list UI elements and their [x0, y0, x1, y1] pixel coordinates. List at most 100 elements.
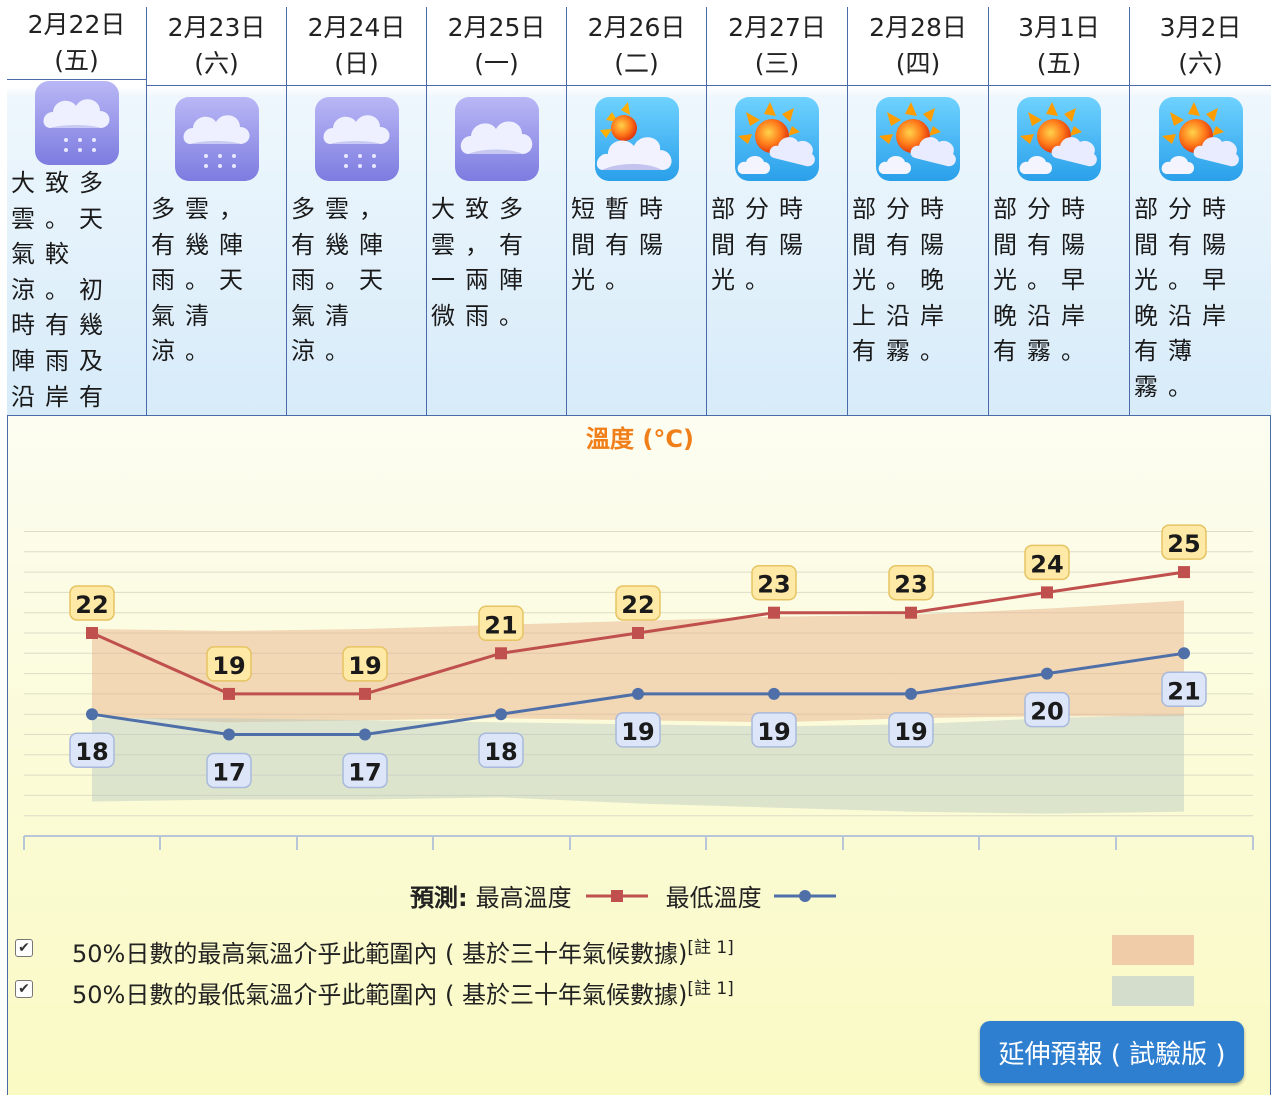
extended-forecast-label: 延伸預報 ( 試驗版 ) — [998, 1039, 1226, 1070]
max-temp-label: 19 — [348, 652, 381, 680]
temperature-lines — [86, 566, 1190, 741]
day-date: 2月25日 — [447, 13, 546, 42]
min-temp-label: 18 — [484, 738, 517, 766]
day-date-header: 2月23日 (六) — [147, 7, 286, 86]
legend-min-label: 最低溫度 — [665, 884, 762, 912]
day-date-header: 3月2日 (六) — [1130, 7, 1271, 86]
legend-min-marker — [773, 889, 836, 902]
day-date: 2月23日 — [167, 13, 266, 42]
min-temp-label-box — [751, 712, 797, 748]
min-temp-label: 19 — [757, 718, 790, 746]
max-range-note-link[interactable]: [註 1] — [687, 938, 734, 958]
min-temp-label-box — [1024, 691, 1070, 728]
min-temp-label: 18 — [75, 738, 108, 766]
day-date: 3月1日 — [1018, 13, 1100, 42]
min-temp-point — [1041, 667, 1053, 680]
max-temp-point — [905, 606, 917, 619]
day-column: 3月2日 (六) 部分時間有陽光。早晚沿岸有薄霧。 — [1130, 7, 1271, 415]
max-range-checkbox[interactable]: ✔ — [15, 939, 33, 957]
day-column: 2月27日 (三) 部分時間有陽光。 — [707, 7, 848, 415]
max-temp-point — [1041, 586, 1053, 599]
min-temp-point — [905, 687, 917, 700]
max-temp-point — [86, 627, 98, 639]
day-date-header: 3月1日 (五) — [989, 7, 1129, 86]
day-weekday: (日) — [334, 49, 379, 78]
max-range-text: 50%日數的最高氣溫介乎此範圍內 ( 基於三十年氣候數據)[註 1] — [72, 933, 734, 969]
day-weekday: (二) — [614, 49, 659, 78]
max-temp-label-box — [478, 605, 524, 642]
min-temp-label-box — [69, 732, 115, 768]
day-date: 2月26日 — [587, 13, 686, 42]
min-temp-point — [495, 708, 507, 721]
min-temp-label: 21 — [1167, 677, 1200, 705]
max-temp-label-box — [1024, 544, 1070, 581]
max-temp-point — [495, 647, 507, 660]
day-description: 多雲，有幾陣雨。天氣清涼。 — [291, 195, 393, 366]
min-temp-label-box — [1161, 671, 1207, 708]
max-temp-label-box — [888, 564, 934, 601]
day-date-header: 2月22日 (五) — [7, 7, 146, 80]
day-date: 2月28日 — [869, 13, 967, 42]
min-temp-label-box — [888, 712, 934, 748]
min-range-checkbox[interactable]: ✔ — [15, 980, 33, 998]
day-weekday: (六) — [194, 49, 239, 78]
legend-max-label: 最高溫度 — [475, 884, 572, 912]
max-temp-point — [223, 687, 235, 700]
day-description: 短暫時間有陽光。 — [571, 195, 673, 295]
day-date-header: 2月27日 (三) — [707, 7, 847, 86]
min-temp-label: 17 — [212, 759, 245, 787]
day-date-header: 2月25日 (一) — [427, 7, 566, 86]
day-weekday: (五) — [1036, 49, 1082, 78]
min-temp-point — [359, 728, 371, 741]
max-temp-point — [359, 687, 371, 700]
day-weekday: (六) — [1178, 49, 1223, 78]
day-columns: 2月22日(五) 大致多雲。天氣較涼。初時有幾陣雨及沿岸有霧。 2月23日(六)… — [7, 7, 1271, 446]
min-temp-label-box — [206, 752, 252, 789]
day-column: 2月28日 (四) 部分時間有陽光。晚上沿岸有霧。 — [848, 7, 989, 415]
min-range-note-link[interactable]: [註 1] — [687, 979, 734, 999]
min-temp-label: 19 — [621, 718, 654, 746]
day-description: 部分時間有陽光。早晚沿岸有霧。 — [993, 195, 1095, 366]
day-date-header: 2月24日 (日) — [287, 7, 426, 86]
max-temp-label-box — [615, 585, 661, 621]
max-range-label: 50%日數的最高氣溫介乎此範圍內 ( 基於三十年氣候數據) — [72, 940, 688, 968]
max-temp-label: 21 — [484, 611, 517, 639]
day-description: 大致多雲，有一兩陣微雨。 — [431, 195, 533, 330]
day-weekday: (五) — [54, 46, 99, 75]
day-date: 2月22日 — [27, 10, 126, 39]
chart-legend: 預測: 最高溫度 最低溫度 — [410, 878, 840, 913]
max-temp-label: 25 — [1167, 530, 1200, 558]
max-temp-label: 24 — [1030, 550, 1063, 578]
day-description: 部分時間有陽光。晚上沿岸有霧。 — [852, 195, 954, 366]
min-temp-label: 20 — [1030, 698, 1063, 726]
min-temp-point — [768, 687, 780, 700]
x-axis — [23, 835, 1254, 850]
min-temp-point — [223, 728, 235, 741]
day-column: 2月26日 (二) 短暫時間有陽光。 — [567, 7, 707, 415]
max-temp-label: 22 — [621, 591, 654, 619]
min-temp-label-box — [615, 712, 661, 748]
temperature-labels: 22 19 19 21 22 23 23 24 25 18 17 17 18 19 19 19 20 21 — [69, 524, 1207, 789]
day-weekday: (三) — [754, 49, 800, 78]
max-temp-label-box — [1161, 524, 1207, 560]
chart-title: 溫度 (°C) — [586, 425, 694, 453]
max-temp-label: 23 — [894, 571, 927, 599]
day-column: 3月1日 (五) 部分時間有陽光。早晚沿岸有霧。 — [989, 7, 1130, 415]
max-temp-label-box — [751, 564, 797, 601]
max-temp-point — [632, 627, 644, 639]
day-weekday: (四) — [895, 49, 941, 78]
day-column: 2月25日 (一) 大致多雲，有一兩陣微雨。 — [427, 7, 567, 415]
max-temp-label-box — [342, 646, 388, 682]
min-range-label: 50%日數的最低氣溫介乎此範圍內 ( 基於三十年氣候數據) — [72, 981, 688, 1009]
max-temp-label-box — [69, 585, 115, 621]
day-description: 部分時間有陽光。 — [711, 195, 813, 295]
min-temp-label-box — [478, 732, 524, 768]
max-temp-point — [768, 606, 780, 619]
day-date: 2月24日 — [307, 13, 406, 42]
extended-forecast-button[interactable]: 延伸預報 ( 試驗版 ) — [980, 1021, 1244, 1083]
day-column: 2月23日 (六) 多雲，有幾陣雨。天氣清涼。 — [147, 7, 287, 415]
max-temp-label-box — [206, 646, 252, 682]
min-temp-label: 17 — [348, 759, 381, 787]
min-temp-point — [1178, 647, 1190, 660]
